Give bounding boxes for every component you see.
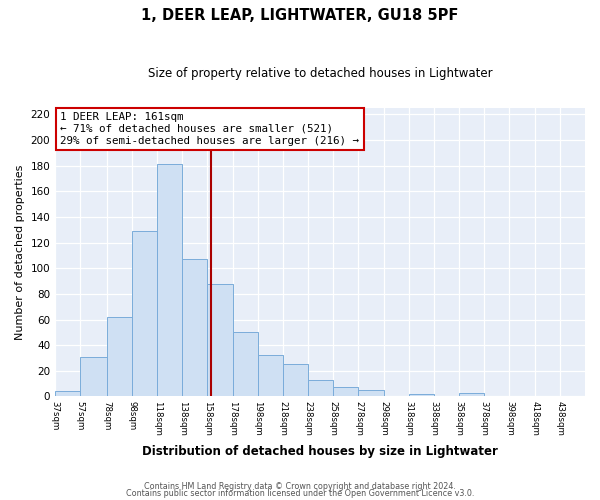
X-axis label: Distribution of detached houses by size in Lightwater: Distribution of detached houses by size … — [142, 444, 498, 458]
Bar — [132, 231, 157, 396]
Bar — [409, 394, 434, 396]
Bar — [358, 390, 383, 396]
Y-axis label: Number of detached properties: Number of detached properties — [15, 164, 25, 340]
Bar — [333, 388, 358, 396]
Bar — [157, 164, 182, 396]
Bar — [308, 380, 333, 396]
Text: Contains HM Land Registry data © Crown copyright and database right 2024.: Contains HM Land Registry data © Crown c… — [144, 482, 456, 491]
Text: Contains public sector information licensed under the Open Government Licence v3: Contains public sector information licen… — [126, 489, 474, 498]
Bar — [283, 364, 308, 396]
Bar — [55, 392, 80, 396]
Text: 1 DEER LEAP: 161sqm
← 71% of detached houses are smaller (521)
29% of semi-detac: 1 DEER LEAP: 161sqm ← 71% of detached ho… — [61, 112, 359, 146]
Bar — [208, 284, 233, 397]
Title: Size of property relative to detached houses in Lightwater: Size of property relative to detached ho… — [148, 68, 493, 80]
Text: 1, DEER LEAP, LIGHTWATER, GU18 5PF: 1, DEER LEAP, LIGHTWATER, GU18 5PF — [142, 8, 458, 22]
Bar — [107, 317, 132, 396]
Bar — [233, 332, 258, 396]
Bar — [80, 356, 107, 397]
Bar — [182, 260, 208, 396]
Bar — [459, 392, 484, 396]
Bar — [258, 356, 283, 397]
